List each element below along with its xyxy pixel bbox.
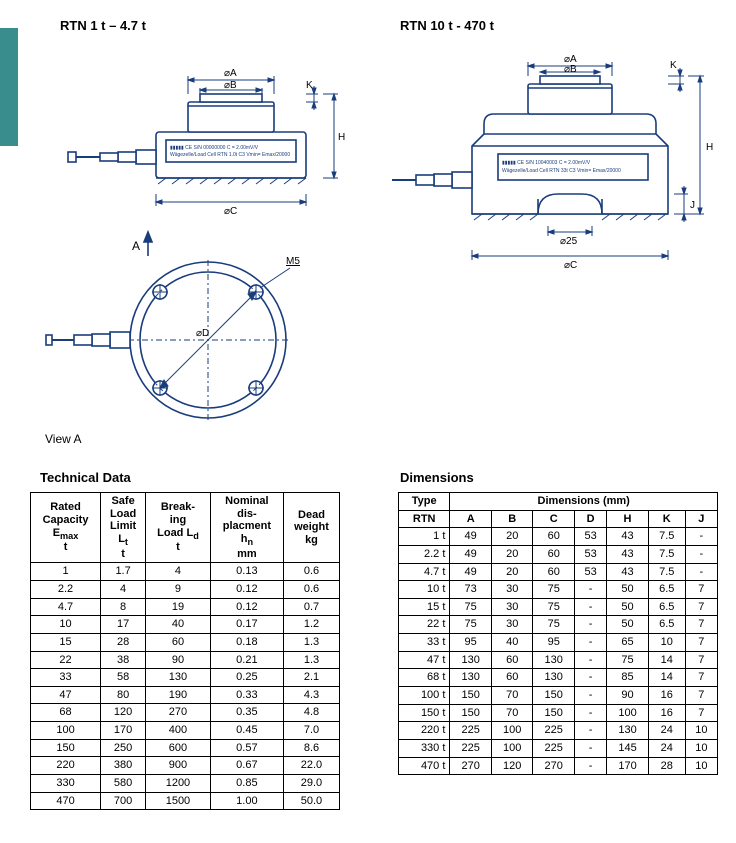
table-row: 4.7 t49206053437.5- xyxy=(399,563,718,581)
svg-text:J: J xyxy=(690,200,695,211)
table-row: 47 t13060130-75147 xyxy=(399,651,718,669)
dim-a: ⌀A xyxy=(224,68,237,79)
svg-text:⌀B: ⌀B xyxy=(564,64,577,75)
dim-b: ⌀B xyxy=(224,80,237,91)
table-row: 33058012000.8529.0 xyxy=(31,774,340,792)
dim-m5: M5 xyxy=(286,256,300,267)
dim-sub-header: H xyxy=(607,510,649,528)
technical-data-table: RatedCapacityEmaxtSafeLoadLimitLttBreak-… xyxy=(30,492,340,810)
dim-group-header: Dimensions (mm) xyxy=(450,493,718,511)
table-row: 22 t753075-506.57 xyxy=(399,616,718,634)
tech-header: RatedCapacityEmaxt xyxy=(31,493,101,563)
table-row: 15 t753075-506.57 xyxy=(399,598,718,616)
dimensions-table: TypeDimensions (mm)RTNABCDHKJ1 t49206053… xyxy=(398,492,718,775)
table-row: 1528600.181.3 xyxy=(31,633,340,651)
heading-right: RTN 10 t - 470 t xyxy=(400,18,494,33)
svg-text:H: H xyxy=(706,142,713,153)
dim-type-header: Type xyxy=(399,493,450,511)
dim-sub-header: A xyxy=(450,510,492,528)
tech-header: Deadweightkg xyxy=(283,493,339,563)
dim-sub-header: D xyxy=(575,510,607,528)
svg-text:K: K xyxy=(670,60,677,71)
table-row: 100 t15070150-90167 xyxy=(399,687,718,705)
dim-sub-header: B xyxy=(491,510,533,528)
table-row: 47070015001.0050.0 xyxy=(31,792,340,810)
table-row: 4.78190.120.7 xyxy=(31,598,340,616)
table-row: 2.2 t49206053437.5- xyxy=(399,545,718,563)
table-row: 47801900.334.3 xyxy=(31,686,340,704)
svg-text:▮▮▮▮▮ CE S/N 10040003 C = 2: ▮▮▮▮▮ CE S/N 10040003 C = 2.00mV/V xyxy=(502,160,591,166)
dim-sub-header: J xyxy=(685,510,717,528)
table-row: 150 t15070150-100167 xyxy=(399,704,718,722)
heading-left: RTN 1 t – 4.7 t xyxy=(60,18,146,33)
svg-text:Wägezelle/Load Cell RTN 1.0t C: Wägezelle/Load Cell RTN 1.0t C3 Vmin= Em… xyxy=(170,152,290,158)
view-a-label: View A xyxy=(45,432,81,446)
diagram-rtn-small-bottom: ⌀D M5 A xyxy=(38,230,348,450)
table-row: 33581300.252.1 xyxy=(31,669,340,687)
section-dim: Dimensions xyxy=(400,470,474,485)
table-row: 33 t954095-65107 xyxy=(399,634,718,652)
table-row: 220 t225100225-1302410 xyxy=(399,722,718,740)
tech-header: SafeLoadLimitLtt xyxy=(101,493,146,563)
dim-c: ⌀C xyxy=(224,206,237,217)
table-row: 11.740.130.6 xyxy=(31,563,340,581)
dim-sub-header: C xyxy=(533,510,575,528)
svg-text:⌀C: ⌀C xyxy=(564,260,577,271)
table-row: 330 t225100225-1452410 xyxy=(399,739,718,757)
table-row: 470 t270120270-1702810 xyxy=(399,757,718,775)
dim-k: K xyxy=(306,80,313,91)
table-row: 681202700.354.8 xyxy=(31,704,340,722)
svg-text:⌀25: ⌀25 xyxy=(560,236,578,247)
page-tab xyxy=(0,28,18,146)
tech-header: Break-ingLoad Ldt xyxy=(146,493,211,563)
table-row: 1001704000.457.0 xyxy=(31,722,340,740)
arrow-a-label: A xyxy=(132,239,140,253)
svg-text:▮▮▮▮▮ CE S/N 00000000 C = 2: ▮▮▮▮▮ CE S/N 00000000 C = 2.00mV/V xyxy=(170,145,259,151)
table-row: 1017400.171.2 xyxy=(31,616,340,634)
table-row: 10 t733075-506.57 xyxy=(399,581,718,599)
table-row: 2203809000.6722.0 xyxy=(31,757,340,775)
tech-header: Nominaldis-placmenthnmm xyxy=(210,493,283,563)
table-row: 1502506000.578.6 xyxy=(31,739,340,757)
table-row: 1 t49206053437.5- xyxy=(399,528,718,546)
section-tech: Technical Data xyxy=(40,470,131,485)
dim-sub-header: RTN xyxy=(399,510,450,528)
dim-d: ⌀D xyxy=(196,328,209,339)
table-row: 68 t13060130-85147 xyxy=(399,669,718,687)
dim-sub-header: K xyxy=(648,510,685,528)
table-row: 2.2490.120.6 xyxy=(31,580,340,598)
table-row: 2238900.211.3 xyxy=(31,651,340,669)
diagram-rtn-small-side: ▮▮▮▮▮ CE S/N 00000000 C = 2.00mV/V Wägez… xyxy=(38,44,348,234)
dim-h: H xyxy=(338,132,345,143)
svg-text:Wägezelle/Load Cell RTN 33t C3: Wägezelle/Load Cell RTN 33t C3 Vmin= Ema… xyxy=(502,168,621,174)
diagram-rtn-large: ▮▮▮▮▮ CE S/N 10040003 C = 2.00mV/V Wägez… xyxy=(388,54,728,284)
